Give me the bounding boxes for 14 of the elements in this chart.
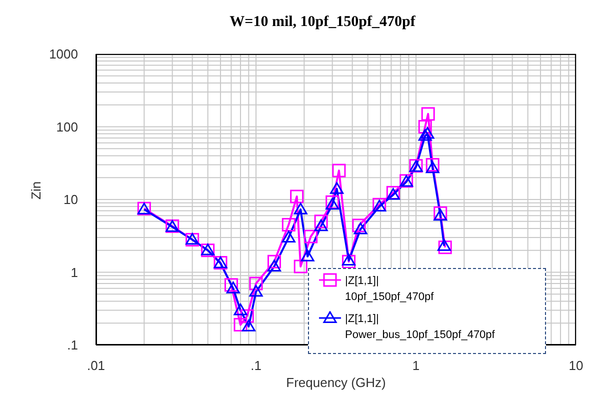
legend-label: |Z[1,1]| 10pf_150pf_470pf bbox=[345, 274, 434, 305]
y-tick-label: 1 bbox=[70, 264, 78, 280]
y-axis-title: Zin bbox=[28, 181, 44, 200]
y-tick-label: 10 bbox=[64, 192, 78, 208]
y-tick-label: .1 bbox=[67, 338, 78, 353]
chart-title: W=10 mil, 10pf_150pf_470pf bbox=[228, 14, 416, 31]
y-tick-label: 100 bbox=[56, 119, 78, 134]
legend-label: |Z[1,1]| Power_bus_10pf_150pf_470pf bbox=[345, 312, 495, 343]
x-tick-label: .01 bbox=[86, 358, 106, 374]
x-tick-label: 1 bbox=[412, 358, 420, 374]
x-tick-label: .1 bbox=[250, 358, 262, 374]
x-tick-label: 10 bbox=[568, 358, 584, 374]
y-tick-label: 1000 bbox=[49, 46, 78, 62]
x-axis-title: Frequency (GHz) bbox=[286, 375, 386, 390]
